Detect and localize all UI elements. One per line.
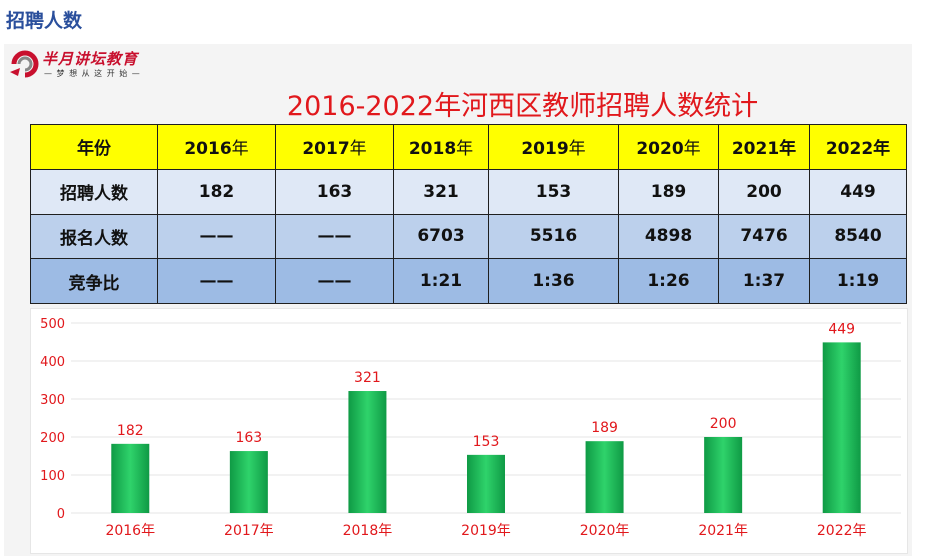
page-heading: 招聘人数 [6,10,83,32]
x-tick-label: 2018年 [343,523,393,539]
row-label-cell: 招聘人数 [30,168,158,215]
table-cell: —— [275,213,394,260]
header-suffix: 年 [683,139,701,160]
table-cell: 1:19 [809,258,907,304]
header-text: 2016 [184,139,232,160]
table-cell: 189 [618,168,719,215]
table-cell: 449 [809,168,907,215]
table-cell: 7476 [718,213,810,260]
chart-title: 2016-2022年河西区教师招聘人数统计 [286,91,759,122]
table-cell: 1:36 [488,258,619,304]
table-header-cell: 2021年 [718,124,810,170]
data-label: 182 [117,423,144,439]
logo-brand-text: 半月讲坛教育 [42,50,139,68]
table-header-cell: 2022年 [809,124,907,170]
header-suffix: 年 [349,139,367,160]
table-cell: 200 [718,168,810,215]
x-tick-label: 2016年 [105,523,155,539]
table-cell: 8540 [809,213,907,260]
table-header-cell: 2016年 [157,124,276,170]
table-cell: —— [157,213,276,260]
table-header-cell: 2020年 [618,124,719,170]
table-row: 竞争比 —— —— 1:21 1:36 1:26 1:37 1:19 [30,258,907,304]
bar [111,443,150,513]
table-header-cell: 年份 [30,124,158,170]
y-tick-label: 0 [57,507,65,522]
row-label-cell: 报名人数 [30,213,158,260]
x-tick-label: 2021年 [698,523,748,539]
x-tick-label: 2022年 [817,523,867,539]
bar-chart: 0 100 200 300 400 500 182 2016年 163 2017年 321 2018年… [30,308,908,554]
data-label: 189 [591,420,618,436]
y-tick-label: 200 [40,431,65,446]
bar [467,454,505,513]
header-text: 2018 [408,139,457,160]
brand-logo: 半月讲坛教育 — 梦 想 从 这 开 始 — [8,48,168,80]
table-row: 招聘人数 182 163 321 153 189 200 449 [30,168,907,215]
bar [822,342,861,513]
table-cell: 4898 [618,213,719,260]
table-header-cell: 2017年 [275,124,394,170]
data-label: 153 [473,434,500,450]
statistics-table: 年份 2016年 2017年 2018年 2019年 2020年 2021年 2022年 招聘人… [30,124,907,304]
x-tick-label: 2020年 [580,523,630,539]
bar-chart-svg: 0 100 200 300 400 500 182 2016年 163 2017年 321 2018年… [40,317,901,539]
header-suffix: 年份 [77,139,111,160]
data-label: 449 [828,321,855,337]
y-tick-label: 300 [40,393,65,408]
table-header-row: 年份 2016年 2017年 2018年 2019年 2020年 2021年 2022年 [30,124,907,170]
table-row: 报名人数 —— —— 6703 5516 4898 7476 8540 [30,213,907,260]
table-cell: 1:37 [718,258,810,304]
header-text: 2022年 [825,139,891,160]
table-cell: 6703 [393,213,489,260]
table-cell: 5516 [488,213,619,260]
data-label: 200 [710,416,737,432]
bar [348,391,387,513]
y-tick-label: 500 [40,317,65,332]
table-cell: 1:26 [618,258,719,304]
row-label-cell: 竞争比 [30,258,158,304]
header-suffix: 年 [568,139,586,160]
y-tick-label: 100 [40,469,65,484]
table-cell: 321 [393,168,489,215]
header-text: 2019 [521,139,569,160]
logo-slogan: — 梦 想 从 这 开 始 — [44,69,141,78]
data-label: 321 [354,370,381,386]
header-suffix: 年 [456,139,474,160]
data-label: 163 [235,430,262,446]
logo-swirl-icon [10,50,39,78]
table-cell: 1:21 [393,258,489,304]
bar [704,437,743,513]
table-cell: —— [157,258,276,304]
header-text: 2017 [302,139,350,160]
table-cell: —— [275,258,394,304]
header-text: 2021年 [731,139,797,160]
x-tick-label: 2017年 [224,523,274,539]
header-suffix: 年 [231,139,249,160]
x-tick-label: 2019年 [461,523,511,539]
table-header-cell: 2019年 [488,124,619,170]
bar [585,441,624,513]
table-header-cell: 2018年 [393,124,489,170]
table-cell: 182 [157,168,276,215]
table-cell: 163 [275,168,394,215]
bar [229,451,268,513]
table-cell: 153 [488,168,619,215]
header-text: 2020 [636,139,684,160]
y-tick-label: 400 [40,355,65,370]
